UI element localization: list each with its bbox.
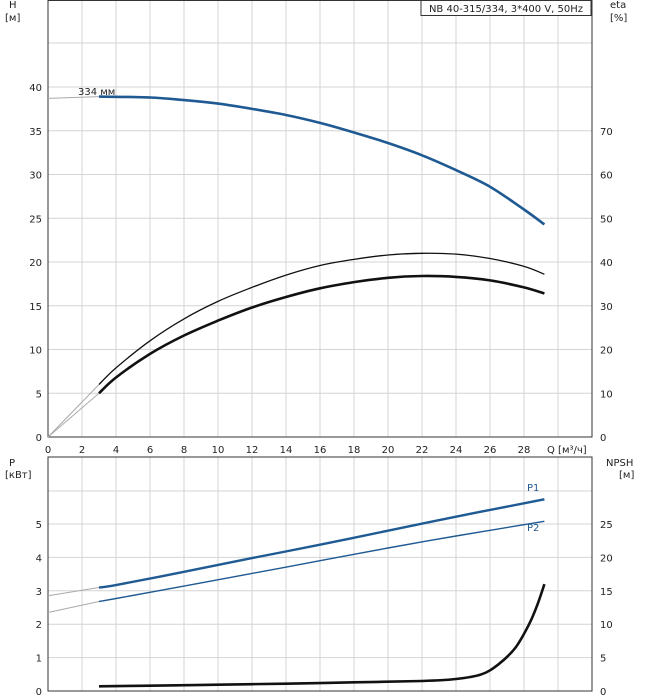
- npsh-tick-label: 5: [600, 654, 606, 665]
- y2-tick-label: 70: [600, 127, 613, 138]
- npsh-axis-unit: [м]: [619, 470, 634, 481]
- y2-axis-unit: [%]: [610, 13, 627, 24]
- head-extrap-line: [47, 96, 100, 99]
- y2-tick-label: 0: [600, 433, 606, 444]
- npsh-tick-label: 10: [600, 620, 613, 631]
- y2-tick-label: 40: [600, 258, 613, 269]
- x-tick-label: 2: [79, 445, 85, 456]
- chart-title: NB 40-315/334, 3*400 V, 50Hz: [429, 4, 583, 15]
- y2-tick-label: 30: [600, 302, 613, 313]
- npsh-curve: [98, 583, 546, 688]
- y-tick-label: 15: [29, 302, 42, 313]
- x-tick-label: 28: [518, 445, 531, 456]
- p2_ext-line: [47, 601, 100, 613]
- y-axis-title: H: [9, 0, 17, 11]
- y2-tick-label: 50: [600, 214, 613, 225]
- x-tick-label: 22: [416, 445, 429, 456]
- x-tick-label: 10: [212, 445, 225, 456]
- x-tick-label: 16: [314, 445, 327, 456]
- x-tick-label: 24: [450, 445, 463, 456]
- x-tick-label: 14: [280, 445, 293, 456]
- x-tick-label: 12: [246, 445, 259, 456]
- y-tick-label: 25: [29, 214, 42, 225]
- p1_ext-line: [47, 587, 100, 597]
- p-tick-label: 0: [36, 687, 42, 698]
- npsh-tick-label: 15: [600, 587, 613, 598]
- x-tick-label: 0: [45, 445, 51, 456]
- eta-thin-curve: [98, 252, 545, 385]
- x-tick-label: 8: [181, 445, 187, 456]
- p-tick-label: 1: [36, 654, 42, 665]
- y-tick-label: 0: [36, 433, 42, 444]
- bottom-plot-frame: [47, 456, 593, 692]
- p-tick-label: 4: [36, 553, 42, 564]
- y-tick-label: 30: [29, 171, 42, 182]
- x-axis-label: Q [м³/ч]: [547, 445, 587, 456]
- p-axis-unit: [кВт]: [5, 470, 32, 481]
- p-tick-label: 3: [36, 587, 42, 598]
- y-tick-label: 10: [29, 346, 42, 357]
- top-plot-frame: [47, 0, 593, 438]
- y-axis-unit: [м]: [5, 13, 20, 24]
- x-tick-label: 4: [113, 445, 119, 456]
- grid-lines: [47, 0, 593, 692]
- p-axis-title: P: [9, 458, 15, 469]
- p2-label: P2: [527, 523, 539, 534]
- y2-tick-label: 20: [600, 346, 613, 357]
- npsh-tick-label: 0: [600, 687, 606, 698]
- npsh-tick-label: 20: [600, 553, 613, 564]
- y2-tick-label: 10: [600, 389, 613, 400]
- eta_thin_ext-line: [47, 384, 100, 438]
- eta-thick-curve: [98, 274, 545, 395]
- x-tick-label: 18: [348, 445, 361, 456]
- npsh-axis-title: NPSH: [606, 458, 633, 469]
- eta_thick_ext-line: [47, 392, 100, 438]
- p1-curve: [98, 498, 545, 589]
- x-tick-label: 20: [382, 445, 395, 456]
- y-tick-label: 35: [29, 127, 42, 138]
- y2-axis-title: eta: [610, 0, 626, 11]
- y-tick-label: 5: [36, 389, 42, 400]
- head-curve: [98, 95, 546, 226]
- p-tick-label: 5: [36, 520, 42, 531]
- title-box: [420, 0, 592, 16]
- npsh-tick-label: 25: [600, 520, 613, 531]
- p-tick-label: 2: [36, 620, 42, 631]
- x-tick-label: 26: [484, 445, 497, 456]
- p1-label: P1: [527, 483, 539, 494]
- impeller-diameter-label: 334 мм: [78, 87, 115, 98]
- y-tick-label: 20: [29, 258, 42, 269]
- x-tick-label: 6: [147, 445, 153, 456]
- y2-tick-label: 60: [600, 171, 613, 182]
- p2-curve: [98, 520, 545, 603]
- y-tick-label: 40: [29, 83, 42, 94]
